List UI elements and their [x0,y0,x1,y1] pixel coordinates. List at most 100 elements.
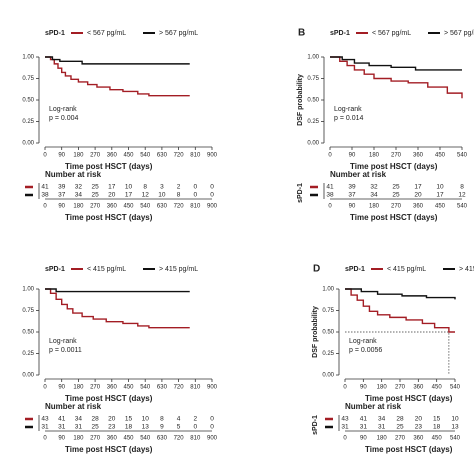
annotation: p = 0.0011 [49,347,82,354]
y-tick-label: 0.00 [322,373,334,379]
risk-count: 0 [210,424,214,431]
x-tick-label: 360 [413,385,424,391]
risk-x-tick-label: 90 [360,436,367,442]
risk-count: 9 [160,424,164,431]
risk-count: 0 [210,192,214,199]
risk-count: 25 [91,184,99,191]
survival-curve [45,288,190,329]
risk-count: 15 [125,416,133,423]
risk-x-tick-label: 450 [432,436,443,442]
x-tick-label: 90 [58,385,65,391]
risk-x-tick-label: 630 [157,204,168,210]
risk-count: 23 [108,424,116,431]
risk-count: 18 [433,424,441,431]
risk-count: 39 [348,184,356,191]
y-tick-label: 0.25 [22,119,34,125]
risk-count: 20 [108,192,116,199]
risk-count: 8 [160,416,164,423]
legend-label: < 415 pg/mL [87,266,126,273]
risk-x-tick-label: 810 [190,204,201,210]
annotation: p = 0.004 [49,115,78,122]
legend-label: < 567 pg/mL [372,30,411,37]
risk-table-title: Number at risk [330,170,387,179]
y-tick-label: 0.75 [22,308,34,314]
y-tick-label: 0.00 [22,141,34,147]
risk-count: 17 [125,192,133,199]
risk-x-tick-label: 0 [43,204,47,210]
x-tick-label: 270 [90,385,101,391]
risk-x-tick-label: 270 [90,436,101,442]
risk-count: 12 [142,192,150,199]
risk-count: 38 [41,192,49,199]
x-tick-label: 900 [207,153,218,159]
risk-count: 10 [125,184,133,191]
survival-curve [330,56,462,71]
risk-table-title: Number at risk [45,402,102,411]
risk-count: 31 [75,424,83,431]
risk-x-tick-label: 270 [395,436,406,442]
risk-x-tick-label: 0 [43,436,47,442]
risk-x-axis-label: Time post HSCT (days) [65,213,153,222]
risk-count: 8 [143,184,147,191]
risk-x-tick-label: 90 [58,436,65,442]
x-tick-label: 270 [90,153,101,159]
x-tick-label: 180 [73,153,84,159]
x-axis-label: Time post HSCT (days) [65,162,153,171]
risk-x-tick-label: 360 [107,436,118,442]
y-tick-label: 0.25 [307,119,319,125]
risk-count: 18 [125,424,133,431]
x-tick-label: 540 [457,153,468,159]
risk-group-label: sPD-1 [312,415,319,435]
risk-count: 32 [370,184,378,191]
risk-count: 0 [193,184,197,191]
survival-curve [345,288,456,300]
panel-label: B [298,28,305,39]
annotation: Log-rank [49,338,77,345]
risk-count: 10 [436,184,444,191]
risk-count: 15 [433,416,441,423]
x-tick-label: 810 [190,385,201,391]
risk-count: 5 [177,424,181,431]
x-tick-label: 540 [140,153,151,159]
x-tick-label: 90 [360,385,367,391]
x-tick-label: 450 [435,153,446,159]
risk-count: 17 [108,184,116,191]
y-tick-label: 0.75 [322,308,334,314]
risk-x-axis-label: Time post HSCT (days) [350,213,438,222]
y-tick-label: 0.50 [22,330,34,336]
risk-x-tick-label: 900 [207,436,218,442]
y-tick-label: 0.00 [307,141,319,147]
risk-count: 17 [414,184,422,191]
annotation: Log-rank [334,106,362,113]
risk-count: 13 [451,424,459,431]
risk-x-tick-label: 540 [140,436,151,442]
x-tick-label: 720 [174,153,185,159]
risk-count: 0 [210,416,214,423]
risk-x-tick-label: 180 [377,436,388,442]
risk-count: 10 [451,416,459,423]
risk-count: 25 [91,192,99,199]
risk-count: 34 [378,416,386,423]
risk-count: 34 [75,416,83,423]
risk-x-tick-label: 0 [328,204,332,210]
risk-x-axis-label: Time post HSCT (days) [65,445,153,454]
risk-count: 4 [177,416,181,423]
legend-title: sPD-1 [45,30,65,37]
legend-label: > 567 pg/mL [444,30,474,37]
risk-group-label: sPD-1 [297,183,304,203]
risk-x-tick-label: 450 [435,204,446,210]
risk-count: 41 [326,184,334,191]
risk-x-tick-label: 540 [457,204,468,210]
x-tick-label: 360 [107,385,118,391]
risk-count: 28 [396,416,404,423]
risk-count: 28 [91,416,99,423]
risk-count: 2 [177,184,181,191]
risk-count: 38 [326,192,334,199]
y-tick-label: 0.00 [22,373,34,379]
risk-count: 12 [458,192,466,199]
legend-label: < 415 pg/mL [387,266,426,273]
y-axis-label: DSF probability [297,74,304,126]
y-tick-label: 0.25 [322,351,334,357]
x-tick-label: 360 [413,153,424,159]
risk-x-tick-label: 270 [391,204,402,210]
